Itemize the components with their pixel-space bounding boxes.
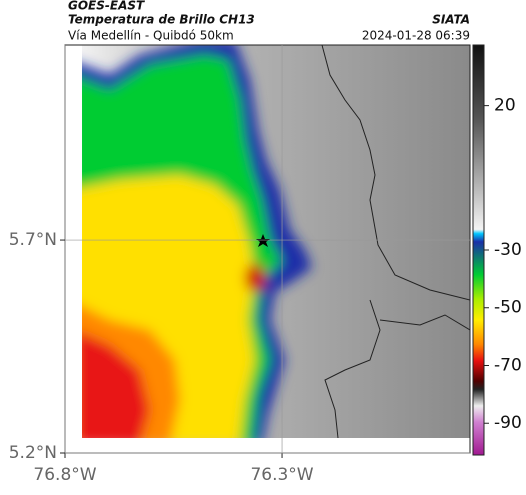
colorbar <box>472 44 485 456</box>
colorbar-tick-label: 20 <box>494 96 516 116</box>
colorbar-tick-label: -30 <box>494 240 522 260</box>
region: Vía Medellín - Quibdó 50km <box>68 29 234 43</box>
datetime: 2024-01-28 06:39 <box>362 29 470 43</box>
colorbar-tick-label: -50 <box>494 298 522 318</box>
x-tick-label: 76.3°W <box>250 465 313 485</box>
x-tick-label: 76.8°W <box>33 465 96 485</box>
product: Temperatura de Brillo CH13 <box>68 13 255 27</box>
y-tick-label: 5.2°N <box>9 443 57 463</box>
station-marker <box>256 234 270 247</box>
y-tick-label: 5.7°N <box>9 230 57 250</box>
colorbar-tick-label: -70 <box>494 355 522 375</box>
satellite: GOES-EAST <box>68 0 145 13</box>
colorbar-tick-label: -90 <box>494 413 522 433</box>
imagery <box>82 45 470 438</box>
source: SIATA <box>432 13 470 27</box>
